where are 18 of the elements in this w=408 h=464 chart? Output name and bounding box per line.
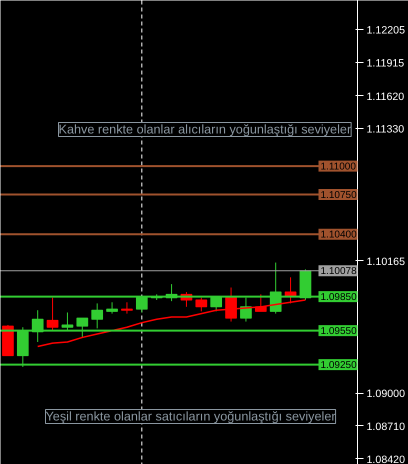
ref-line-label: 1.11000 bbox=[320, 162, 356, 173]
candlestick bbox=[46, 297, 58, 332]
y-tick-label: 1.09000 bbox=[366, 388, 406, 400]
ref-line-label: 1.10078 bbox=[320, 266, 358, 278]
ref-line-label: 1.09850 bbox=[320, 292, 358, 304]
candlestick bbox=[106, 302, 118, 314]
ref-line-label: 1.09550 bbox=[320, 326, 358, 338]
ref-line-label: 1.10400 bbox=[320, 230, 358, 241]
y-tick-label: 1.11620 bbox=[366, 90, 404, 103]
y-tick-label: 1.11915 bbox=[366, 57, 404, 70]
y-tick-label: 1.08710 bbox=[366, 420, 406, 433]
candlestick bbox=[121, 302, 133, 314]
ref-line-label: 1.10750 bbox=[320, 190, 358, 201]
y-tick-label: 1.12205 bbox=[366, 24, 406, 36]
ref-line-label: 1.09250 bbox=[320, 360, 358, 372]
y-tick-label: 1.11330 bbox=[366, 124, 404, 136]
y-tick-label: 1.08420 bbox=[366, 454, 406, 464]
y-tick-label: 1.10165 bbox=[366, 256, 406, 268]
